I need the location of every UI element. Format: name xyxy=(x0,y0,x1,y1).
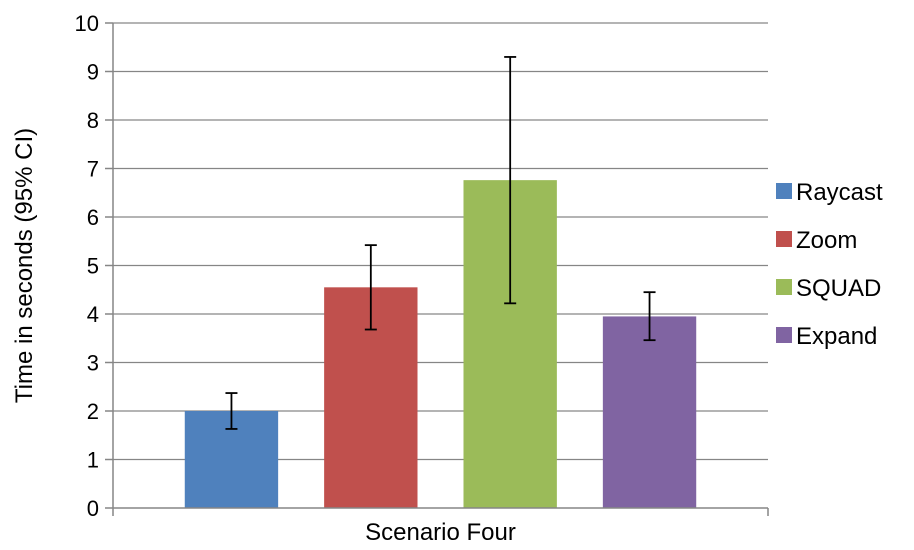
gridlines xyxy=(105,22,768,509)
legend-swatch-raycast xyxy=(776,183,792,199)
y-tick-label: 1 xyxy=(87,448,99,473)
legend-swatch-expand xyxy=(776,327,792,343)
legend-swatch-squad xyxy=(776,279,792,295)
x-category-label: Scenario Four xyxy=(365,519,516,546)
legend-label-squad: SQUAD xyxy=(796,275,881,302)
axes xyxy=(112,23,769,516)
y-tick-labels: 0 1 2 3 4 5 6 7 8 9 10 xyxy=(75,11,99,521)
legend-label-raycast: Raycast xyxy=(796,179,883,206)
bars xyxy=(184,180,697,508)
y-tick-label: 7 xyxy=(87,157,99,182)
y-tick-label: 3 xyxy=(87,351,99,376)
y-tick-label: 0 xyxy=(87,496,99,521)
y-tick-label: 9 xyxy=(87,60,99,85)
legend: Raycast Zoom SQUAD Expand xyxy=(776,179,883,350)
bar-expand xyxy=(602,316,697,508)
legend-swatch-zoom xyxy=(776,231,792,247)
y-tick-label: 5 xyxy=(87,254,99,279)
y-axis-title: Time in seconds (95% CI) xyxy=(11,128,38,403)
y-tick-label: 4 xyxy=(87,302,99,327)
y-tick-label: 10 xyxy=(75,11,99,36)
y-tick-label: 6 xyxy=(87,205,99,230)
y-tick-label: 2 xyxy=(87,399,99,424)
error-bars xyxy=(225,56,656,430)
legend-label-zoom: Zoom xyxy=(796,227,857,254)
y-tick-label: 8 xyxy=(87,108,99,133)
legend-label-expand: Expand xyxy=(796,323,877,350)
